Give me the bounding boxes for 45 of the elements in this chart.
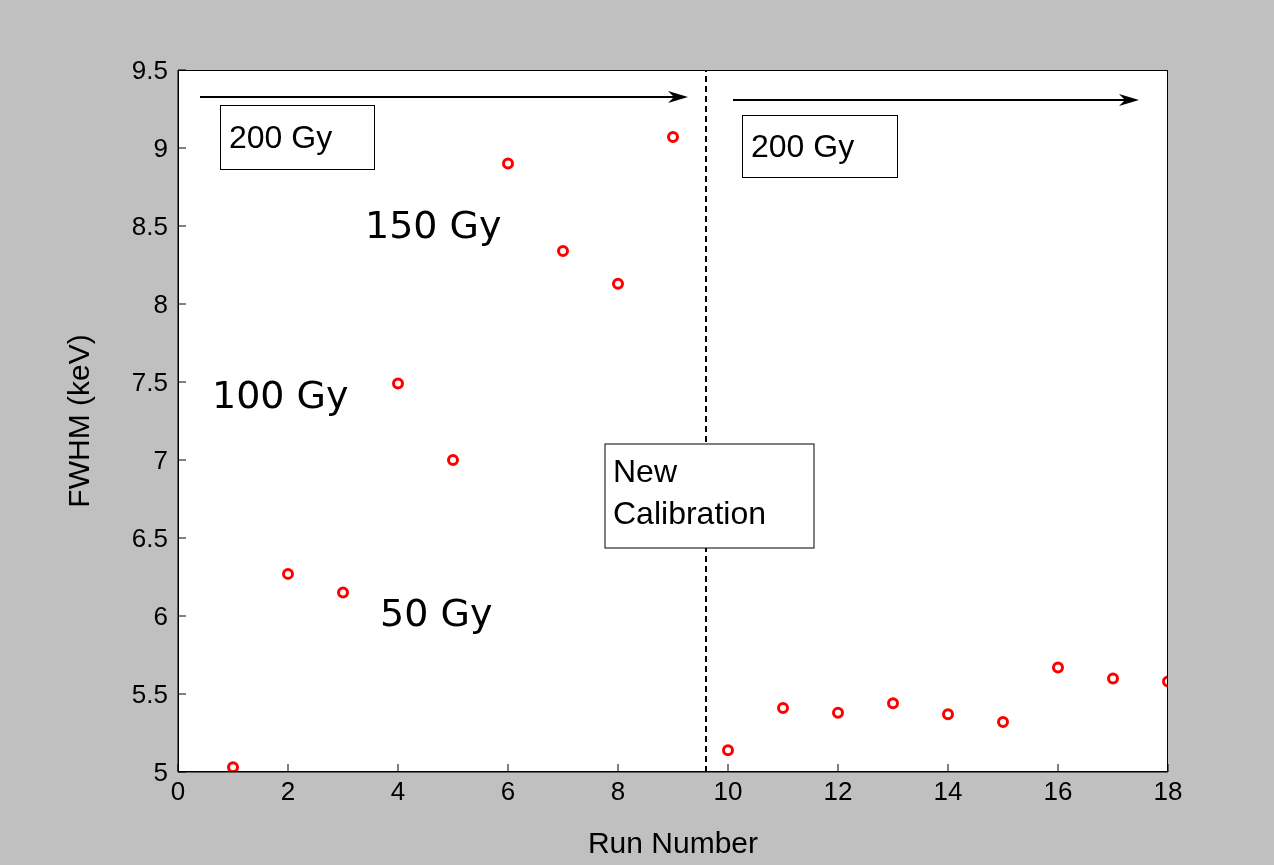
- y-tick-label: 9: [153, 133, 168, 164]
- y-tick-label: 9.5: [131, 55, 168, 86]
- point: [667, 131, 679, 144]
- y-tick-label: 6.5: [131, 523, 168, 554]
- annotation: 200 Gy: [742, 115, 898, 178]
- point: [1052, 661, 1064, 674]
- y-axis-title: FWHM (keV): [61, 334, 95, 508]
- x-axis-title: Run Number: [587, 826, 759, 859]
- x-tick-label: 6: [500, 776, 516, 807]
- x-tick-label: 8: [610, 776, 626, 807]
- point: [887, 697, 899, 710]
- ref-line-label: New Calibration: [613, 453, 766, 531]
- x-tick-label: 0: [170, 776, 186, 807]
- y-tick-label: 8: [153, 289, 168, 320]
- point: [997, 716, 1009, 729]
- point: [447, 454, 459, 466]
- y-tick-label: 6: [153, 601, 168, 632]
- annotation: 200 Gy: [220, 105, 375, 170]
- y-tick-label: 7: [153, 445, 168, 476]
- y-tick-label: 5: [153, 757, 168, 788]
- x-tick-label: 18: [1153, 776, 1183, 807]
- annotation: 100 Gy: [212, 372, 350, 419]
- x-tick-label: 12: [823, 776, 853, 807]
- point: [227, 761, 239, 772]
- x-tick-label: 10: [713, 776, 743, 807]
- x-tick-label: 16: [1043, 776, 1073, 807]
- y-tick-label: 8.5: [131, 211, 168, 242]
- point: [502, 157, 514, 170]
- x-tick-label: 2: [280, 776, 296, 807]
- annotation: 150 Gy: [365, 202, 503, 249]
- point: [942, 708, 954, 721]
- point: [337, 586, 349, 599]
- x-tick-label: 14: [933, 776, 963, 807]
- point: [612, 277, 624, 290]
- y-tick-label: 5.5: [131, 679, 168, 710]
- point: [392, 377, 404, 390]
- point: [557, 244, 569, 257]
- annotation: 50 Gy: [380, 590, 494, 637]
- y-tick-label: 7.5: [131, 367, 168, 398]
- point: [722, 744, 734, 757]
- point: [777, 702, 789, 715]
- point: [832, 706, 844, 719]
- point: [282, 567, 294, 580]
- x-tick-label: 4: [390, 776, 406, 807]
- point: [1107, 672, 1119, 685]
